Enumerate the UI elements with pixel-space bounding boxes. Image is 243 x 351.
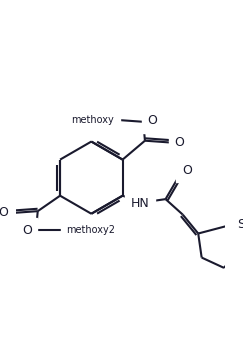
Text: O: O xyxy=(174,136,184,149)
Text: HN: HN xyxy=(130,197,149,210)
Text: O: O xyxy=(182,164,192,177)
Text: S: S xyxy=(237,218,243,231)
Text: O: O xyxy=(148,114,157,127)
Text: methoxy: methoxy xyxy=(71,115,114,125)
Text: O: O xyxy=(0,206,9,219)
Text: O: O xyxy=(22,224,32,237)
Text: methoxy2: methoxy2 xyxy=(66,225,115,235)
